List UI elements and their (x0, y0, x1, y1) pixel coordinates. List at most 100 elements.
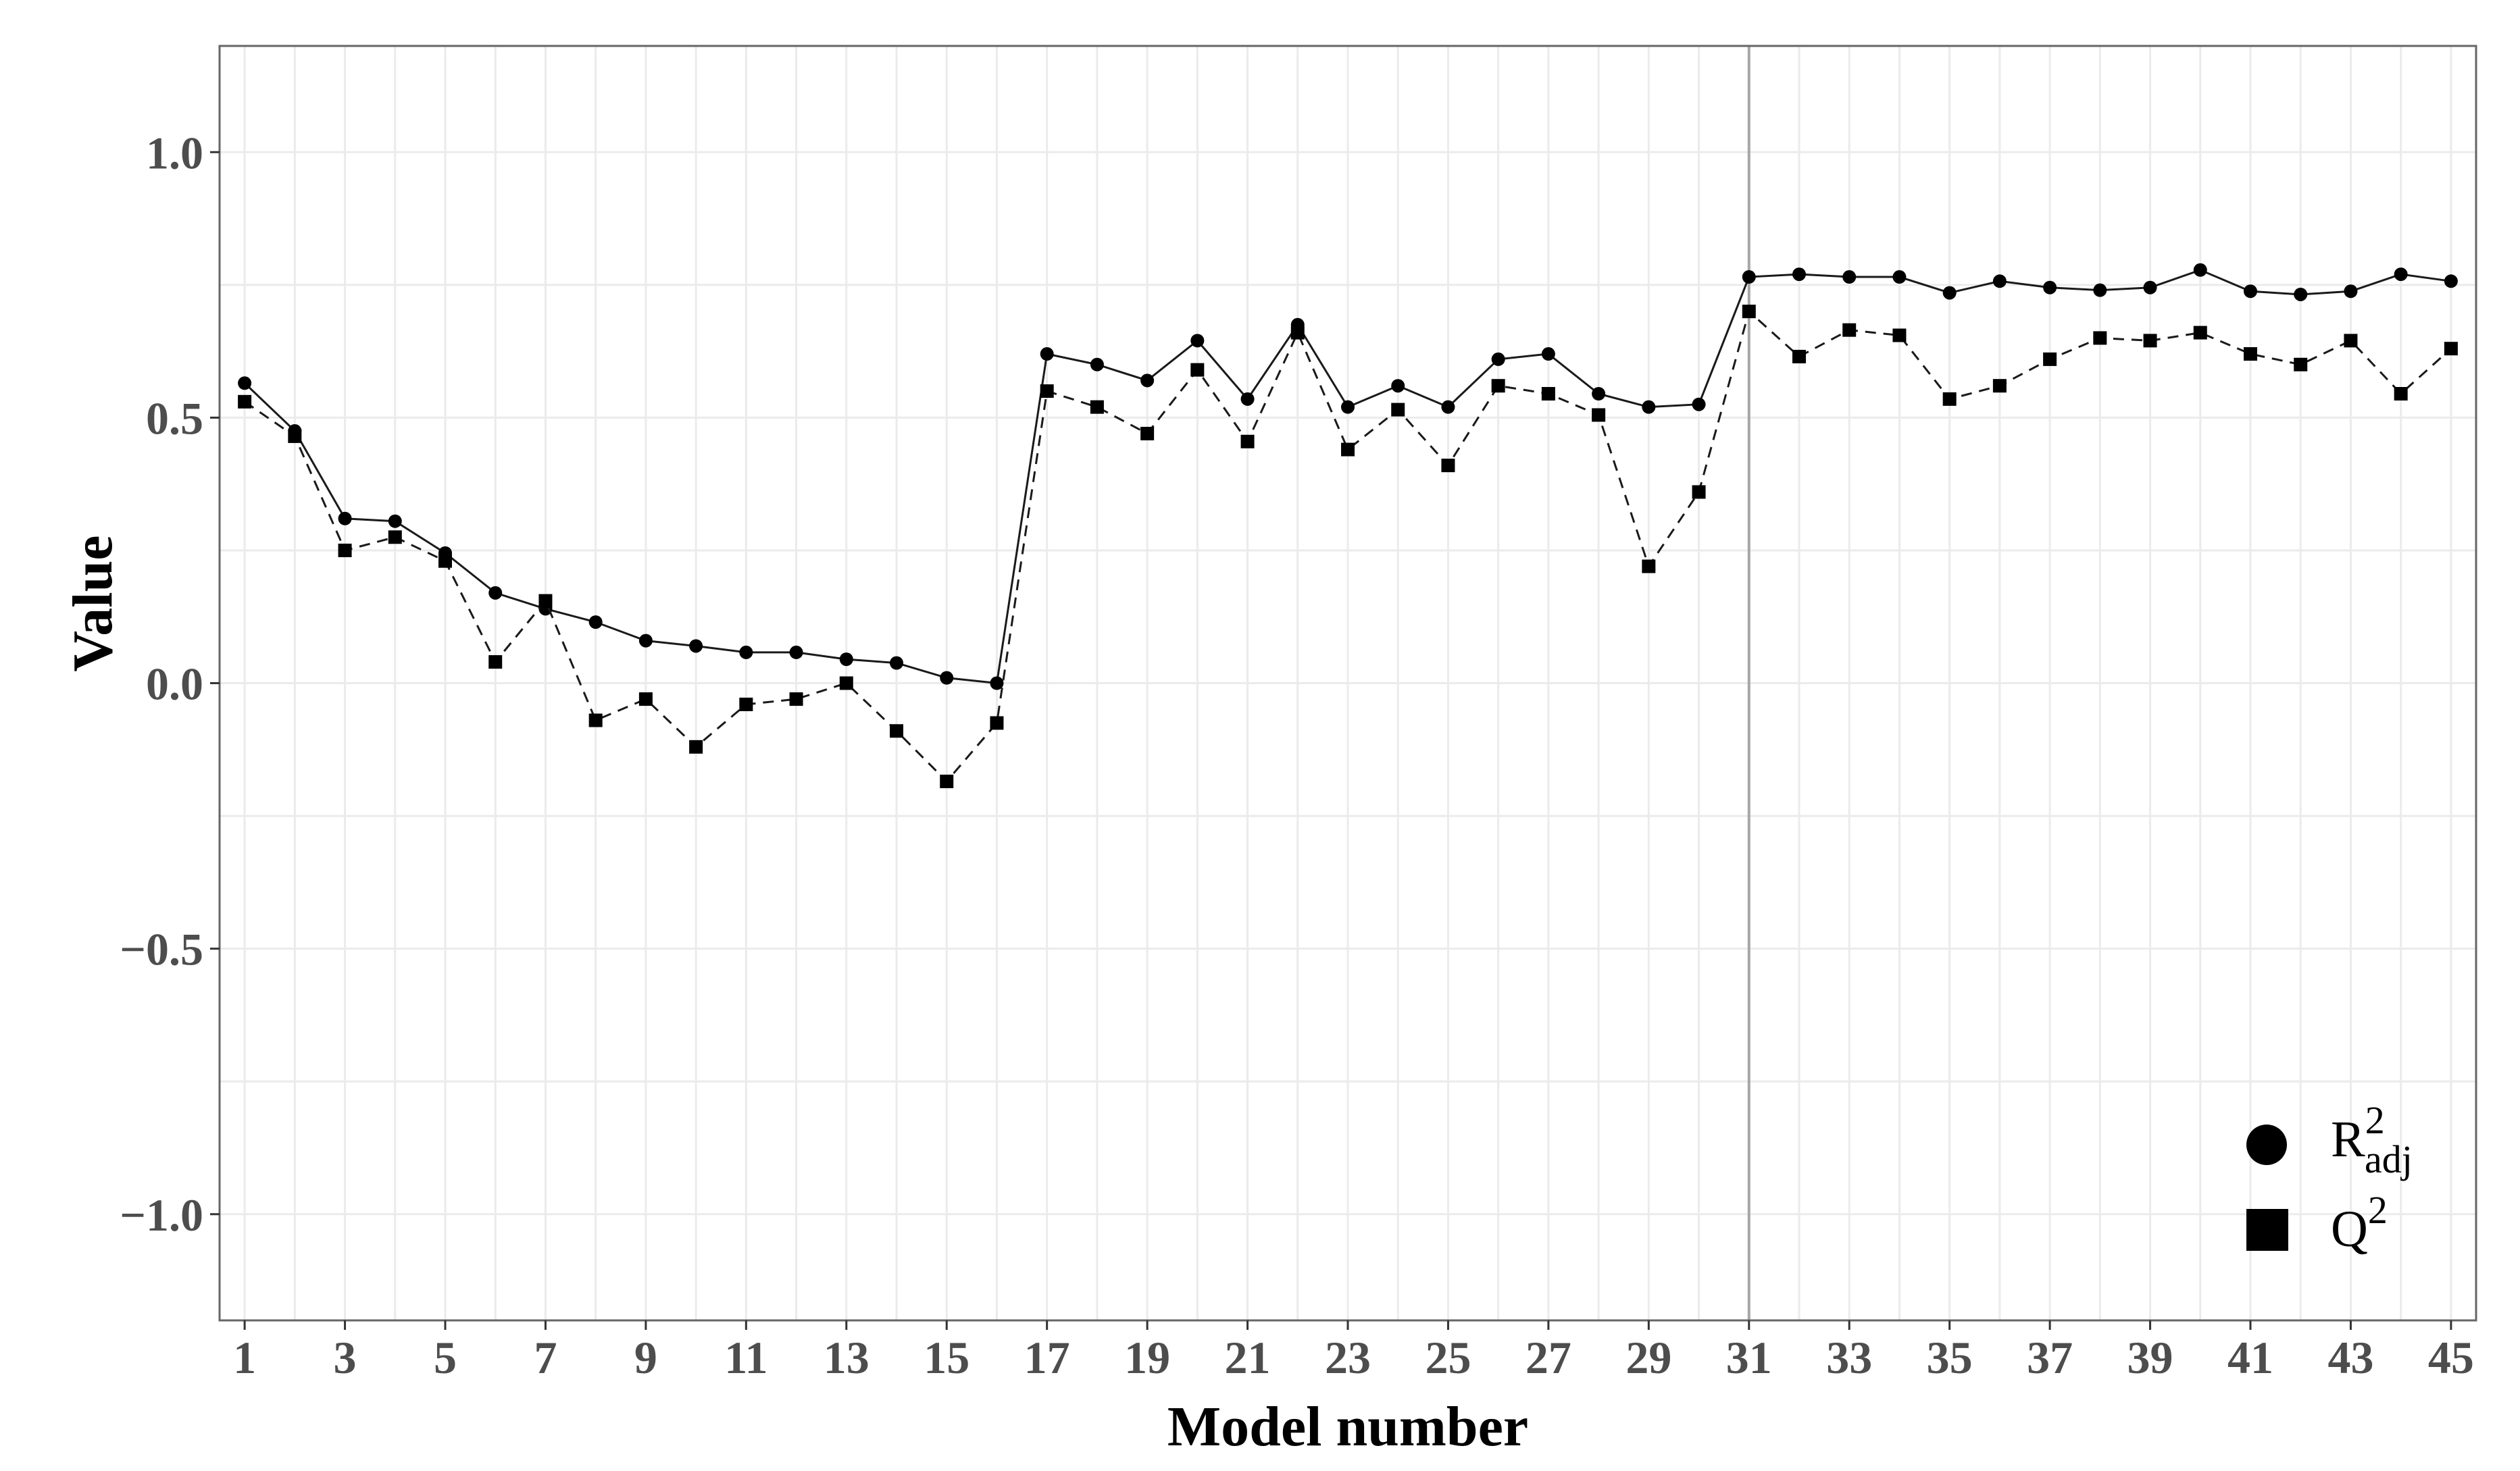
x-tick-label: 11 (724, 1332, 767, 1383)
data-point-radj (2143, 280, 2157, 294)
data-point-radj (1692, 397, 1706, 411)
legend-q2-superscript: 2 (2368, 1188, 2388, 1232)
data-point-radj (2043, 280, 2057, 294)
data-point-q2 (1391, 403, 1405, 417)
x-tick-label: 13 (824, 1332, 870, 1383)
data-point-radj (1140, 373, 1155, 388)
data-point-radj (2193, 263, 2207, 277)
data-point-q2 (638, 692, 653, 706)
legend-label-radj: R2 adj (2331, 1098, 2413, 1181)
data-point-radj (990, 676, 1004, 690)
data-point-radj (1892, 270, 1907, 284)
legend-marker-circle (2246, 1125, 2287, 1165)
data-point-radj (638, 634, 653, 648)
data-point-q2 (538, 594, 553, 608)
x-tick-label: 21 (1225, 1332, 1271, 1383)
data-point-q2 (1040, 384, 1054, 398)
data-point-q2 (1441, 459, 1455, 473)
data-point-q2 (2244, 347, 2257, 361)
x-tick-label: 15 (924, 1332, 969, 1383)
data-point-radj (1040, 347, 1054, 361)
legend-q2-main: Q (2331, 1201, 2368, 1258)
data-point-q2 (238, 394, 252, 409)
data-point-q2 (890, 724, 903, 738)
data-point-q2 (388, 530, 402, 544)
y-axis-title: Value (61, 535, 124, 671)
y-tick-label: −0.5 (120, 924, 203, 975)
data-point-q2 (588, 713, 603, 727)
data-point-q2 (789, 692, 803, 706)
data-point-q2 (2043, 352, 2057, 366)
data-point-radj (1942, 286, 1957, 300)
data-point-q2 (338, 543, 352, 557)
x-tick-label: 37 (2027, 1332, 2073, 1383)
data-point-q2 (689, 740, 703, 754)
data-point-radj (2244, 284, 2257, 299)
data-point-radj (739, 645, 753, 659)
grid (220, 46, 2476, 1320)
data-point-radj (2344, 284, 2358, 299)
y-axis: 1.0 0.5 0.0 −0.5 −1.0 (120, 127, 220, 1241)
data-point-q2 (1140, 426, 1155, 440)
data-point-q2 (1742, 305, 1756, 319)
x-axis-title: Model number (1167, 1395, 1528, 1458)
data-point-radj (2444, 274, 2458, 288)
data-point-q2 (2193, 326, 2207, 340)
data-point-q2 (1491, 379, 1505, 393)
x-tick-label: 41 (2227, 1332, 2273, 1383)
data-point-radj (2294, 287, 2308, 301)
data-point-radj (1441, 400, 1455, 414)
data-point-q2 (1842, 323, 1857, 337)
data-point-q2 (1792, 349, 1806, 363)
data-point-radj (1541, 347, 1555, 361)
x-tick-label: 35 (1927, 1332, 1973, 1383)
legend: R2 adj Q2 (2246, 1098, 2413, 1258)
x-tick-label: 23 (1325, 1332, 1371, 1383)
x-tick-label: 19 (1124, 1332, 1170, 1383)
data-point-q2 (2294, 357, 2308, 371)
data-point-q2 (2444, 342, 2458, 356)
data-point-radj (1491, 352, 1505, 366)
data-point-radj (1391, 379, 1405, 393)
x-tick-label: 3 (334, 1332, 357, 1383)
data-point-radj (1341, 400, 1355, 414)
data-point-q2 (488, 655, 503, 669)
x-tick-label: 45 (2428, 1332, 2474, 1383)
x-tick-label: 39 (2127, 1332, 2173, 1383)
x-tick-label: 17 (1024, 1332, 1070, 1383)
x-tick-label: 5 (434, 1332, 457, 1383)
data-point-radj (2093, 283, 2107, 297)
data-point-radj (890, 656, 903, 670)
data-point-radj (789, 645, 803, 659)
data-point-q2 (1942, 392, 1957, 406)
legend-label-q2: Q2 (2331, 1188, 2388, 1258)
x-tick-label: 43 (2327, 1332, 2373, 1383)
data-point-radj (238, 376, 252, 390)
x-tick-label: 33 (1826, 1332, 1872, 1383)
data-point-radj (940, 671, 954, 685)
legend-radj-main: R (2331, 1111, 2365, 1168)
data-point-q2 (2394, 386, 2408, 401)
x-tick-label: 7 (534, 1332, 557, 1383)
data-point-q2 (940, 774, 954, 788)
data-point-radj (1992, 274, 2007, 288)
series-layer (238, 263, 2458, 788)
data-point-radj (1090, 357, 1104, 371)
x-tick-label: 1 (233, 1332, 256, 1383)
data-point-q2 (1541, 386, 1555, 401)
data-point-radj (1240, 392, 1255, 406)
data-point-radj (588, 615, 603, 629)
y-tick-label: −1.0 (120, 1189, 203, 1241)
data-point-radj (689, 639, 703, 653)
data-point-radj (1842, 270, 1857, 284)
x-tick-label: 25 (1425, 1332, 1471, 1383)
data-point-q2 (990, 716, 1004, 730)
y-tick-label: 0.5 (146, 392, 203, 444)
data-point-q2 (1341, 442, 1355, 457)
x-tick-label: 27 (1526, 1332, 1571, 1383)
data-point-radj (338, 511, 352, 525)
data-point-q2 (1290, 326, 1305, 340)
data-point-q2 (1992, 379, 2007, 393)
legend-marker-square (2246, 1209, 2288, 1251)
data-point-q2 (1190, 363, 1205, 377)
